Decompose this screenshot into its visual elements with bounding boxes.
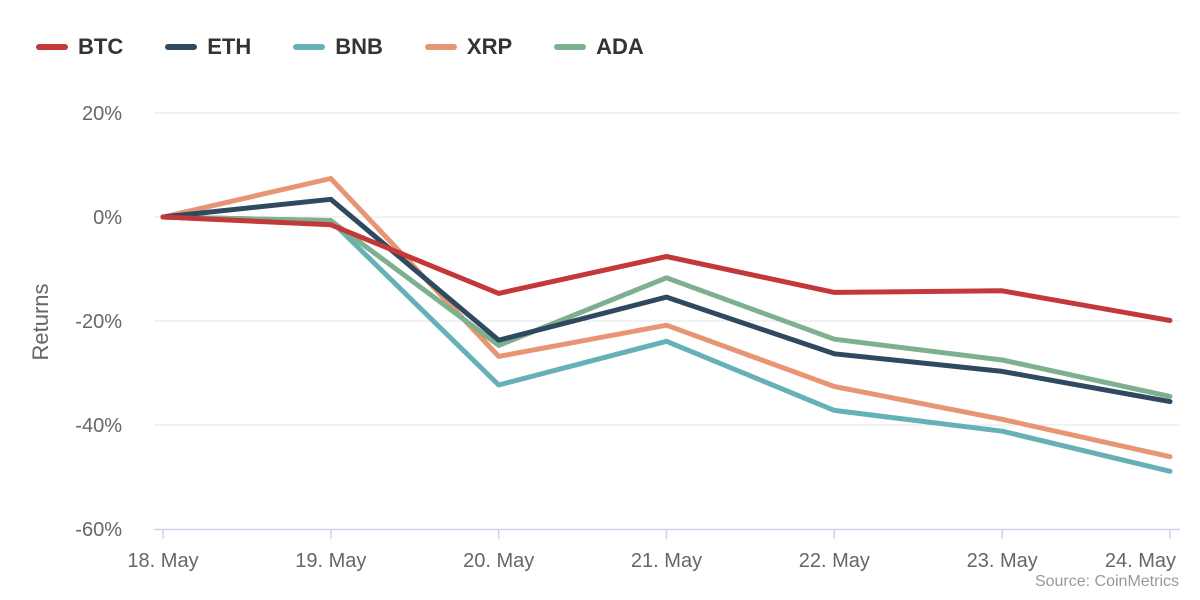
gridlines [154, 112, 1180, 426]
series-line-xrp[interactable] [160, 176, 1173, 460]
legend-label: BTC [78, 34, 124, 59]
legend-swatch [424, 44, 457, 50]
legend-label: BNB [335, 34, 383, 59]
legend-item-ada[interactable]: ADA [554, 34, 644, 60]
series-lines [160, 176, 1173, 474]
y-tick-label: 20% [82, 103, 122, 125]
x-tick-label: 20. May [463, 550, 534, 572]
x-tick-label: 19. May [295, 550, 366, 572]
axes: 20% 0% -20% -40% -60%18. May 19. May 20. May 21… [75, 103, 1180, 572]
legend-item-eth[interactable]: ETH [165, 34, 251, 60]
x-tick-label: 21. May [631, 550, 702, 572]
y-tick-label: 0% [93, 207, 122, 229]
y-tick-label: -40% [75, 415, 122, 437]
legend-item-xrp[interactable]: XRP [424, 34, 513, 60]
series-line-ada[interactable] [160, 214, 1173, 399]
source-credit: Source: CoinMetrics [1034, 573, 1179, 590]
x-tick-label: 22. May [799, 550, 870, 572]
legend: BTC ETH BNB XRP ADA [36, 32, 686, 62]
legend-swatch [36, 44, 68, 50]
series-line-btc[interactable] [160, 214, 1173, 323]
legend-swatch [554, 44, 587, 50]
legend-label: ADA [596, 34, 644, 59]
legend-label: XRP [466, 34, 513, 59]
y-tick-label: -60% [75, 519, 122, 541]
legend-swatch [293, 44, 326, 50]
x-tick-label: 18. May [127, 550, 198, 572]
x-tick-label: 23. May [967, 550, 1038, 572]
legend-item-btc[interactable]: BTC [36, 34, 123, 60]
y-axis-title: Returns [28, 283, 53, 360]
y-tick-label: -20% [75, 311, 122, 333]
series-line-eth[interactable] [160, 196, 1173, 405]
legend-swatch [165, 44, 198, 50]
legend-label: ETH [207, 34, 252, 59]
x-tick-label: 24. May [1105, 550, 1176, 572]
legend-item-bnb[interactable]: BNB [293, 34, 383, 60]
